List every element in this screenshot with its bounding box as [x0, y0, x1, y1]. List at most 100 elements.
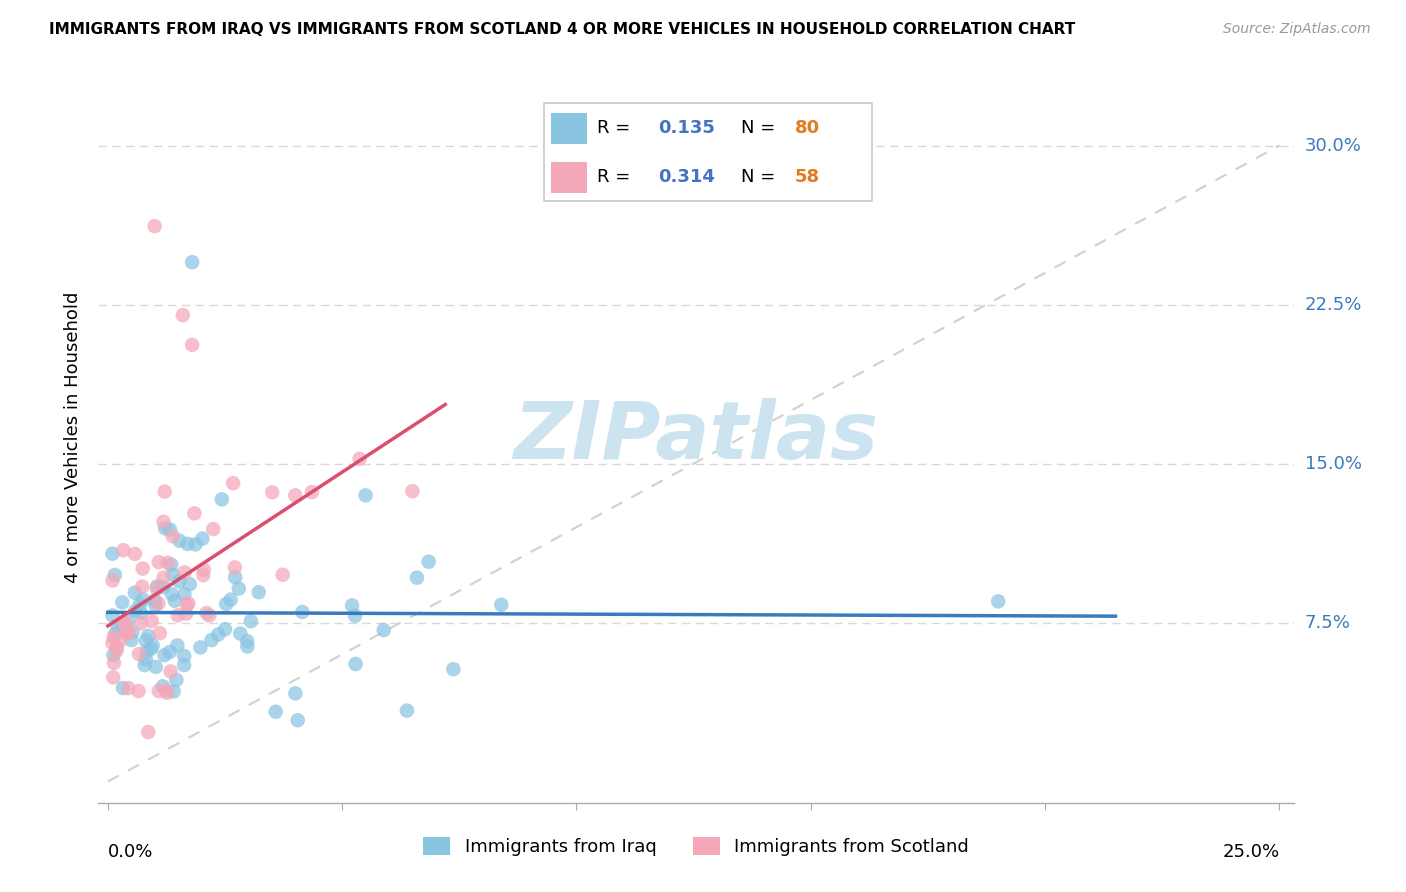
- Point: [401, 484, 423, 499]
- Y-axis label: 4 or more Vehicles in Household: 4 or more Vehicles in Household: [65, 292, 83, 582]
- Point: [191, 532, 214, 546]
- Point: [128, 647, 150, 661]
- Point: [132, 592, 155, 607]
- Point: [129, 616, 152, 631]
- Point: [142, 639, 165, 653]
- Point: [108, 634, 131, 648]
- Point: [179, 577, 201, 591]
- Text: 30.0%: 30.0%: [1305, 136, 1361, 154]
- Point: [165, 673, 187, 687]
- Point: [287, 713, 309, 727]
- Point: [173, 648, 195, 663]
- Point: [284, 488, 307, 502]
- Point: [120, 632, 142, 647]
- Point: [121, 625, 143, 640]
- Point: [103, 630, 125, 644]
- Point: [174, 607, 197, 621]
- Text: ZIPatlas: ZIPatlas: [513, 398, 879, 476]
- Point: [160, 558, 183, 572]
- Point: [136, 629, 159, 643]
- Point: [228, 582, 250, 596]
- Point: [239, 614, 262, 628]
- Point: [129, 607, 152, 621]
- Point: [195, 606, 218, 620]
- Point: [247, 585, 270, 599]
- Point: [148, 555, 170, 569]
- Text: IMMIGRANTS FROM IRAQ VS IMMIGRANTS FROM SCOTLAND 4 OR MORE VEHICLES IN HOUSEHOLD: IMMIGRANTS FROM IRAQ VS IMMIGRANTS FROM …: [49, 22, 1076, 37]
- Point: [159, 523, 181, 537]
- Point: [107, 619, 129, 633]
- Point: [172, 308, 194, 322]
- Point: [236, 640, 259, 654]
- Point: [153, 648, 176, 663]
- Point: [148, 596, 170, 610]
- Point: [153, 484, 176, 499]
- Point: [184, 537, 207, 551]
- Point: [214, 622, 236, 636]
- Point: [141, 641, 163, 656]
- Point: [181, 255, 204, 269]
- Point: [103, 656, 125, 670]
- Point: [418, 555, 440, 569]
- Point: [117, 681, 139, 695]
- Point: [118, 625, 141, 640]
- Point: [112, 543, 135, 558]
- Point: [344, 608, 367, 623]
- Point: [291, 605, 314, 619]
- Point: [166, 608, 188, 623]
- Point: [152, 515, 174, 529]
- Point: [135, 633, 157, 648]
- Point: [145, 660, 167, 674]
- Text: 7.5%: 7.5%: [1305, 614, 1351, 632]
- Point: [166, 639, 188, 653]
- Point: [115, 624, 138, 639]
- Point: [222, 476, 245, 491]
- Point: [152, 580, 174, 594]
- Point: [491, 598, 513, 612]
- Point: [173, 658, 195, 673]
- Point: [163, 684, 186, 698]
- Point: [153, 521, 176, 535]
- Point: [167, 574, 190, 589]
- Point: [135, 644, 157, 658]
- Text: 25.0%: 25.0%: [1222, 843, 1279, 861]
- Point: [176, 598, 198, 612]
- Point: [354, 488, 377, 502]
- Point: [101, 547, 124, 561]
- Point: [111, 595, 134, 609]
- Point: [193, 568, 215, 582]
- Point: [193, 563, 215, 577]
- Point: [211, 492, 233, 507]
- Point: [200, 633, 222, 648]
- Point: [176, 537, 198, 551]
- Point: [155, 683, 177, 698]
- Point: [373, 623, 395, 637]
- Point: [229, 626, 252, 640]
- Point: [169, 533, 191, 548]
- Point: [103, 670, 125, 684]
- Point: [131, 580, 153, 594]
- Point: [149, 626, 172, 640]
- Point: [105, 643, 128, 657]
- Point: [104, 626, 127, 640]
- Point: [344, 657, 367, 671]
- Point: [124, 547, 146, 561]
- Point: [129, 597, 152, 611]
- Point: [162, 529, 184, 543]
- Point: [128, 684, 150, 698]
- Point: [148, 684, 170, 698]
- Point: [215, 597, 238, 611]
- Point: [207, 627, 229, 641]
- Point: [145, 582, 167, 596]
- Point: [115, 627, 138, 641]
- Point: [224, 560, 246, 574]
- Point: [152, 571, 174, 585]
- Point: [104, 568, 127, 582]
- Point: [340, 599, 363, 613]
- Point: [152, 679, 174, 693]
- Point: [202, 522, 225, 536]
- Point: [146, 579, 169, 593]
- Point: [124, 585, 146, 599]
- Point: [143, 593, 166, 607]
- Point: [173, 587, 195, 601]
